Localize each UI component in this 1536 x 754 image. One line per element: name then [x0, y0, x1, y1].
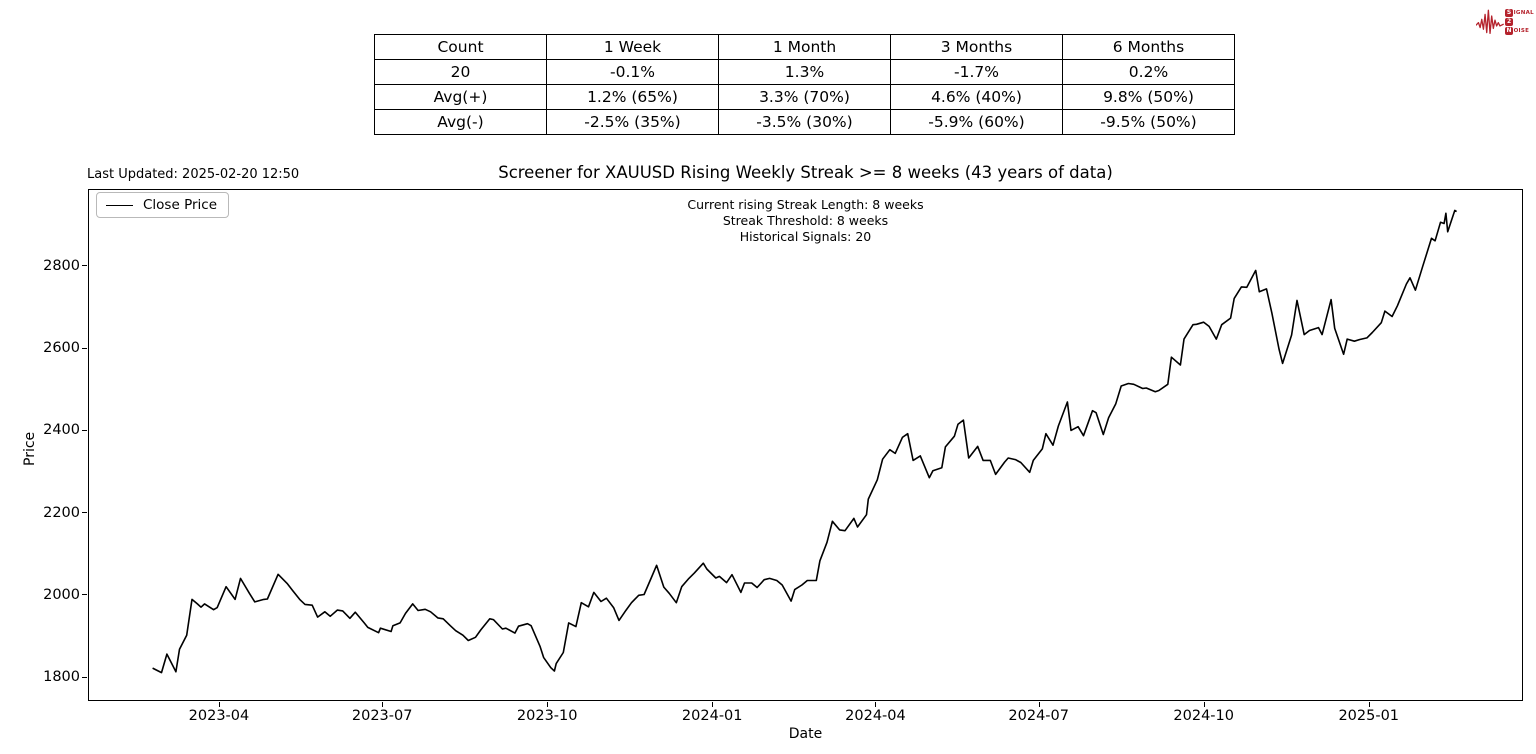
- logo-row-2: 2: [1505, 17, 1534, 26]
- logo-row-signal: S IGNAL: [1505, 8, 1534, 17]
- stats-table-cell: 0.2%: [1062, 59, 1235, 85]
- x-tick-mark: [1203, 702, 1205, 707]
- x-tick-mark: [1038, 702, 1040, 707]
- logo-badge-s: S: [1505, 8, 1514, 17]
- stats-table-cell: -2.5% (35%): [546, 109, 719, 135]
- stats-table-cell: -0.1%: [546, 59, 719, 85]
- legend-box: Close Price: [96, 192, 229, 218]
- signal2noise-logo: S IGNAL 2 N OISE: [1476, 5, 1534, 47]
- y-tick-mark: [82, 594, 87, 596]
- x-tick-mark: [1368, 702, 1370, 707]
- annotation-historical-signals: Historical Signals: 20: [739, 229, 872, 244]
- last-updated-text: Last Updated: 2025-02-20 12:50: [87, 167, 300, 182]
- y-tick-label: 2800: [43, 257, 80, 274]
- stats-table-header-cell: Count: [374, 34, 547, 60]
- stats-table-header-cell: 3 Months: [890, 34, 1063, 60]
- stats-table-row: Avg(+) 1.2% (65%) 3.3% (70%) 4.6% (40%) 9.8%…: [374, 84, 1235, 110]
- stats-table-header-row: Count 1 Week 1 Month 3 Months 6 Months: [374, 34, 1235, 60]
- pulse-waveform-icon: [1476, 9, 1504, 35]
- stats-table-cell: 1.3%: [718, 59, 891, 85]
- stats-table-cell: 4.6% (40%): [890, 84, 1063, 110]
- stats-table-cell: 9.8% (50%): [1062, 84, 1235, 110]
- x-tick-label: 2024-10: [1173, 708, 1234, 724]
- stats-table-cell: 20: [374, 59, 547, 85]
- x-tick-mark: [875, 702, 877, 707]
- chart-title: Screener for XAUUSD Rising Weekly Streak…: [498, 163, 1113, 182]
- stats-table-header-cell: 1 Week: [546, 34, 719, 60]
- logo-badge-n: N: [1505, 26, 1514, 35]
- x-axis-label: Date: [788, 726, 823, 742]
- x-tick-label: 2024-07: [1008, 708, 1069, 724]
- y-tick-label: 2600: [43, 340, 80, 357]
- annotation-streak-length: Current rising Streak Length: 8 weeks: [687, 197, 924, 212]
- price-line-chart: [152, 209, 1458, 674]
- stats-table-row: Avg(-) -2.5% (35%) -3.5% (30%) -5.9% (60%) -…: [374, 109, 1235, 135]
- y-tick-label: 2200: [43, 504, 80, 521]
- y-axis-label: Price: [22, 431, 38, 466]
- stats-table-cell: 3.3% (70%): [718, 84, 891, 110]
- stats-table-cell: -1.7%: [890, 59, 1063, 85]
- stats-table-cell: Avg(-): [374, 109, 547, 135]
- y-tick-mark: [82, 429, 87, 431]
- y-tick-mark: [82, 512, 87, 514]
- close-price-line: [152, 209, 1458, 674]
- x-tick-label: 2024-04: [845, 708, 906, 724]
- logo-signal-rest: IGNAL: [1513, 9, 1534, 16]
- x-tick-label: 2024-01: [681, 708, 743, 724]
- x-tick-label: 2023-10: [516, 708, 578, 724]
- logo-text: S IGNAL 2 N OISE: [1505, 8, 1534, 35]
- logo-noise-rest: OISE: [1513, 27, 1530, 34]
- stats-table-header-cell: 6 Months: [1062, 34, 1235, 60]
- x-tick-mark: [218, 702, 220, 707]
- x-tick-label: 2023-07: [351, 708, 413, 724]
- y-tick-label: 2400: [43, 422, 80, 439]
- y-tick-mark: [82, 265, 87, 267]
- plot-area: [88, 189, 1523, 701]
- stats-table-cell: Avg(+): [374, 84, 547, 110]
- stats-table: Count 1 Week 1 Month 3 Months 6 Months 20 -0.1…: [374, 34, 1235, 135]
- y-tick-label: 2000: [43, 586, 80, 603]
- x-tick-label: 2023-04: [188, 708, 250, 724]
- x-tick-label: 2025-01: [1338, 708, 1400, 724]
- legend-label: Close Price: [143, 197, 217, 213]
- y-tick-label: 1800: [43, 669, 80, 686]
- stats-table-header-cell: 1 Month: [718, 34, 891, 60]
- annotation-streak-threshold: Streak Threshold: 8 weeks: [722, 213, 889, 228]
- logo-row-noise: N OISE: [1505, 26, 1534, 35]
- stats-table-row: 20 -0.1% 1.3% -1.7% 0.2%: [374, 59, 1235, 85]
- x-tick-mark: [382, 702, 384, 707]
- stats-table-cell: -9.5% (50%): [1062, 109, 1235, 135]
- y-tick-mark: [82, 347, 87, 349]
- stats-table-cell: 1.2% (65%): [546, 84, 719, 110]
- x-tick-mark: [547, 702, 549, 707]
- stats-table-cell: -3.5% (30%): [718, 109, 891, 135]
- legend-line-sample: [106, 204, 133, 206]
- logo-badge-2: 2: [1505, 17, 1514, 26]
- annotation-block: Current rising Streak Length: 8 weeks St…: [88, 197, 1523, 245]
- stats-table-cell: -5.9% (60%): [890, 109, 1063, 135]
- x-tick-mark: [712, 702, 714, 707]
- y-tick-mark: [82, 676, 87, 678]
